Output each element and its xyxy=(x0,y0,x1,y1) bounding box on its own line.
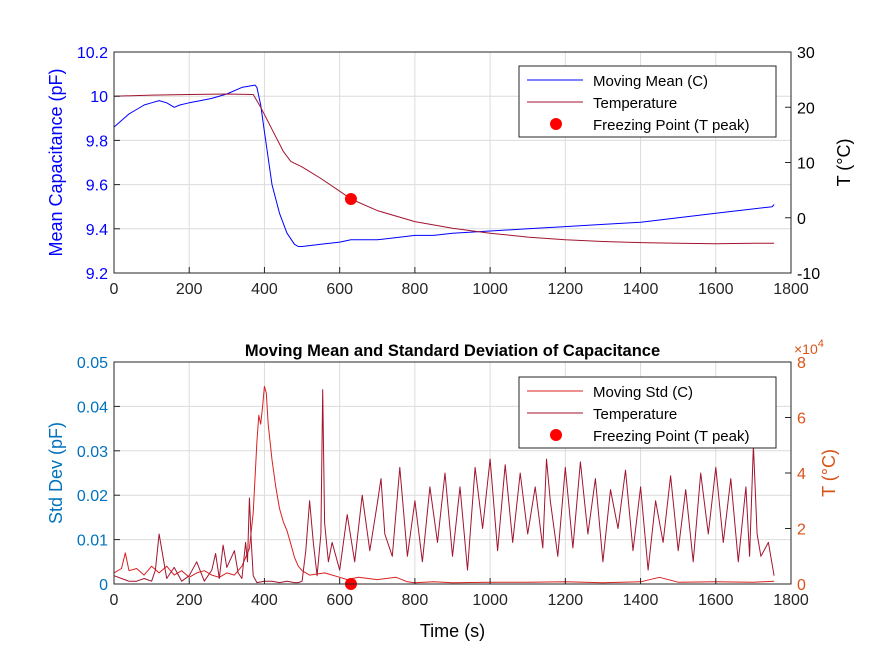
c0-ytick-label-4: 10 xyxy=(90,89,108,106)
c0-xtick-label-5: 1000 xyxy=(472,281,508,298)
c0-y2tick-label-0: -10 xyxy=(797,266,820,283)
c0-xtick-label-9: 1800 xyxy=(773,281,809,298)
bottom-ticks: 0 200 400 600 800 1000 1200 1400 1600 180000.010.… xyxy=(77,355,809,609)
c1-xtick-label-5: 1000 xyxy=(472,592,508,609)
bottom-xlabel: Time (s) xyxy=(420,621,485,641)
c1-xtick-label-3: 600 xyxy=(326,592,353,609)
c1-ytick-label-0: 0 xyxy=(99,577,108,594)
c0-xtick-label-6: 1200 xyxy=(548,281,584,298)
c0-xtick-label-0: 0 xyxy=(110,281,119,298)
c1-y2tick-label-1: 2 xyxy=(797,522,806,539)
top-legend: Moving Mean (C) Temperature Freezing Poi… xyxy=(518,65,777,138)
bottom-y2-exponent-base: ×10 xyxy=(794,341,818,357)
c0-xtick-label-1: 200 xyxy=(176,281,203,298)
c1-xtick-label-2: 400 xyxy=(251,592,278,609)
c0-y2tick-label-4: 30 xyxy=(797,45,815,62)
c0-y2tick-label-3: 20 xyxy=(797,100,815,117)
c1-ytick-label-4: 0.04 xyxy=(77,399,108,416)
c0-xtick-label-3: 600 xyxy=(326,281,353,298)
bottom-legend-label-temp: Temperature xyxy=(593,406,677,423)
top-right-ylabel: T (°C) xyxy=(834,139,854,187)
c1-ytick-label-5: 0.05 xyxy=(77,355,108,372)
c1-moving-std-c-line xyxy=(113,385,775,584)
bottom-legend: Moving Std (C) Temperature Freezing Poin… xyxy=(518,376,777,449)
c1-xtick-label-9: 1800 xyxy=(773,592,809,609)
c0-ytick-label-3: 9.8 xyxy=(86,133,108,150)
c0-ytick-label-5: 10.2 xyxy=(77,45,108,62)
c1-temperature-line xyxy=(113,389,775,584)
c0-xtick-label-8: 1600 xyxy=(698,281,734,298)
top-left-ylabel: Mean Capacitance (pF) xyxy=(46,68,66,256)
bottom-y2-exponent: ×104 xyxy=(794,338,824,357)
c1-y2tick-label-3: 6 xyxy=(797,411,806,428)
c1-y2tick-label-4: 8 xyxy=(797,355,806,372)
top-legend-label-freezing: Freezing Point (T peak) xyxy=(593,117,749,134)
top-legend-swatch-freezing xyxy=(550,118,562,130)
c0-xtick-label-2: 400 xyxy=(251,281,278,298)
bottom-legend-label-std: Moving Std (C) xyxy=(593,384,693,401)
c1-xtick-label-1: 200 xyxy=(176,592,203,609)
c0-ytick-label-0: 9.2 xyxy=(86,266,108,283)
c0-freezing-point-t-peak-point-0 xyxy=(344,192,357,205)
bottom-chart: Moving Mean and Standard Deviation of Ca… xyxy=(46,338,839,641)
bottom-right-ylabel: T (°C) xyxy=(819,449,839,497)
c1-ytick-label-3: 0.03 xyxy=(77,444,108,461)
c1-xtick-label-0: 0 xyxy=(110,592,119,609)
c1-ytick-label-1: 0.01 xyxy=(77,533,108,550)
bottom-legend-swatch-freezing xyxy=(550,429,562,441)
c1-xtick-label-6: 1200 xyxy=(548,592,584,609)
c1-y2tick-label-2: 4 xyxy=(797,466,806,483)
top-ticks: 0 200 400 600 800 1000 1200 1400 1600 18009.29.49… xyxy=(77,45,820,298)
c0-moving-mean-c-line xyxy=(113,84,775,247)
top-chart: 0 200 400 600 800 1000 1200 1400 1600 18009.29.49… xyxy=(46,45,854,298)
top-legend-label-mean: Moving Mean (C) xyxy=(593,73,708,90)
c1-xtick-label-4: 800 xyxy=(402,592,429,609)
c0-ytick-label-2: 9.6 xyxy=(86,178,108,195)
bottom-left-ylabel: Std Dev (pF) xyxy=(46,422,66,524)
bottom-y2-exponent-power: 4 xyxy=(818,338,824,350)
c0-ytick-label-1: 9.4 xyxy=(86,222,108,239)
bottom-chart-title: Moving Mean and Standard Deviation of Ca… xyxy=(245,342,660,360)
c1-y2tick-label-0: 0 xyxy=(797,577,806,594)
c0-xtick-label-4: 800 xyxy=(402,281,429,298)
c0-y2tick-label-1: 0 xyxy=(797,211,806,228)
bottom-legend-label-freezing: Freezing Point (T peak) xyxy=(593,428,749,445)
top-series-layer xyxy=(113,84,775,247)
c1-xtick-label-8: 1600 xyxy=(698,592,734,609)
c1-ytick-label-2: 0.02 xyxy=(77,488,108,505)
top-legend-label-temp: Temperature xyxy=(593,95,677,112)
c0-xtick-label-7: 1400 xyxy=(623,281,659,298)
c1-xtick-label-7: 1400 xyxy=(623,592,659,609)
c0-y2tick-label-2: 10 xyxy=(797,156,815,173)
